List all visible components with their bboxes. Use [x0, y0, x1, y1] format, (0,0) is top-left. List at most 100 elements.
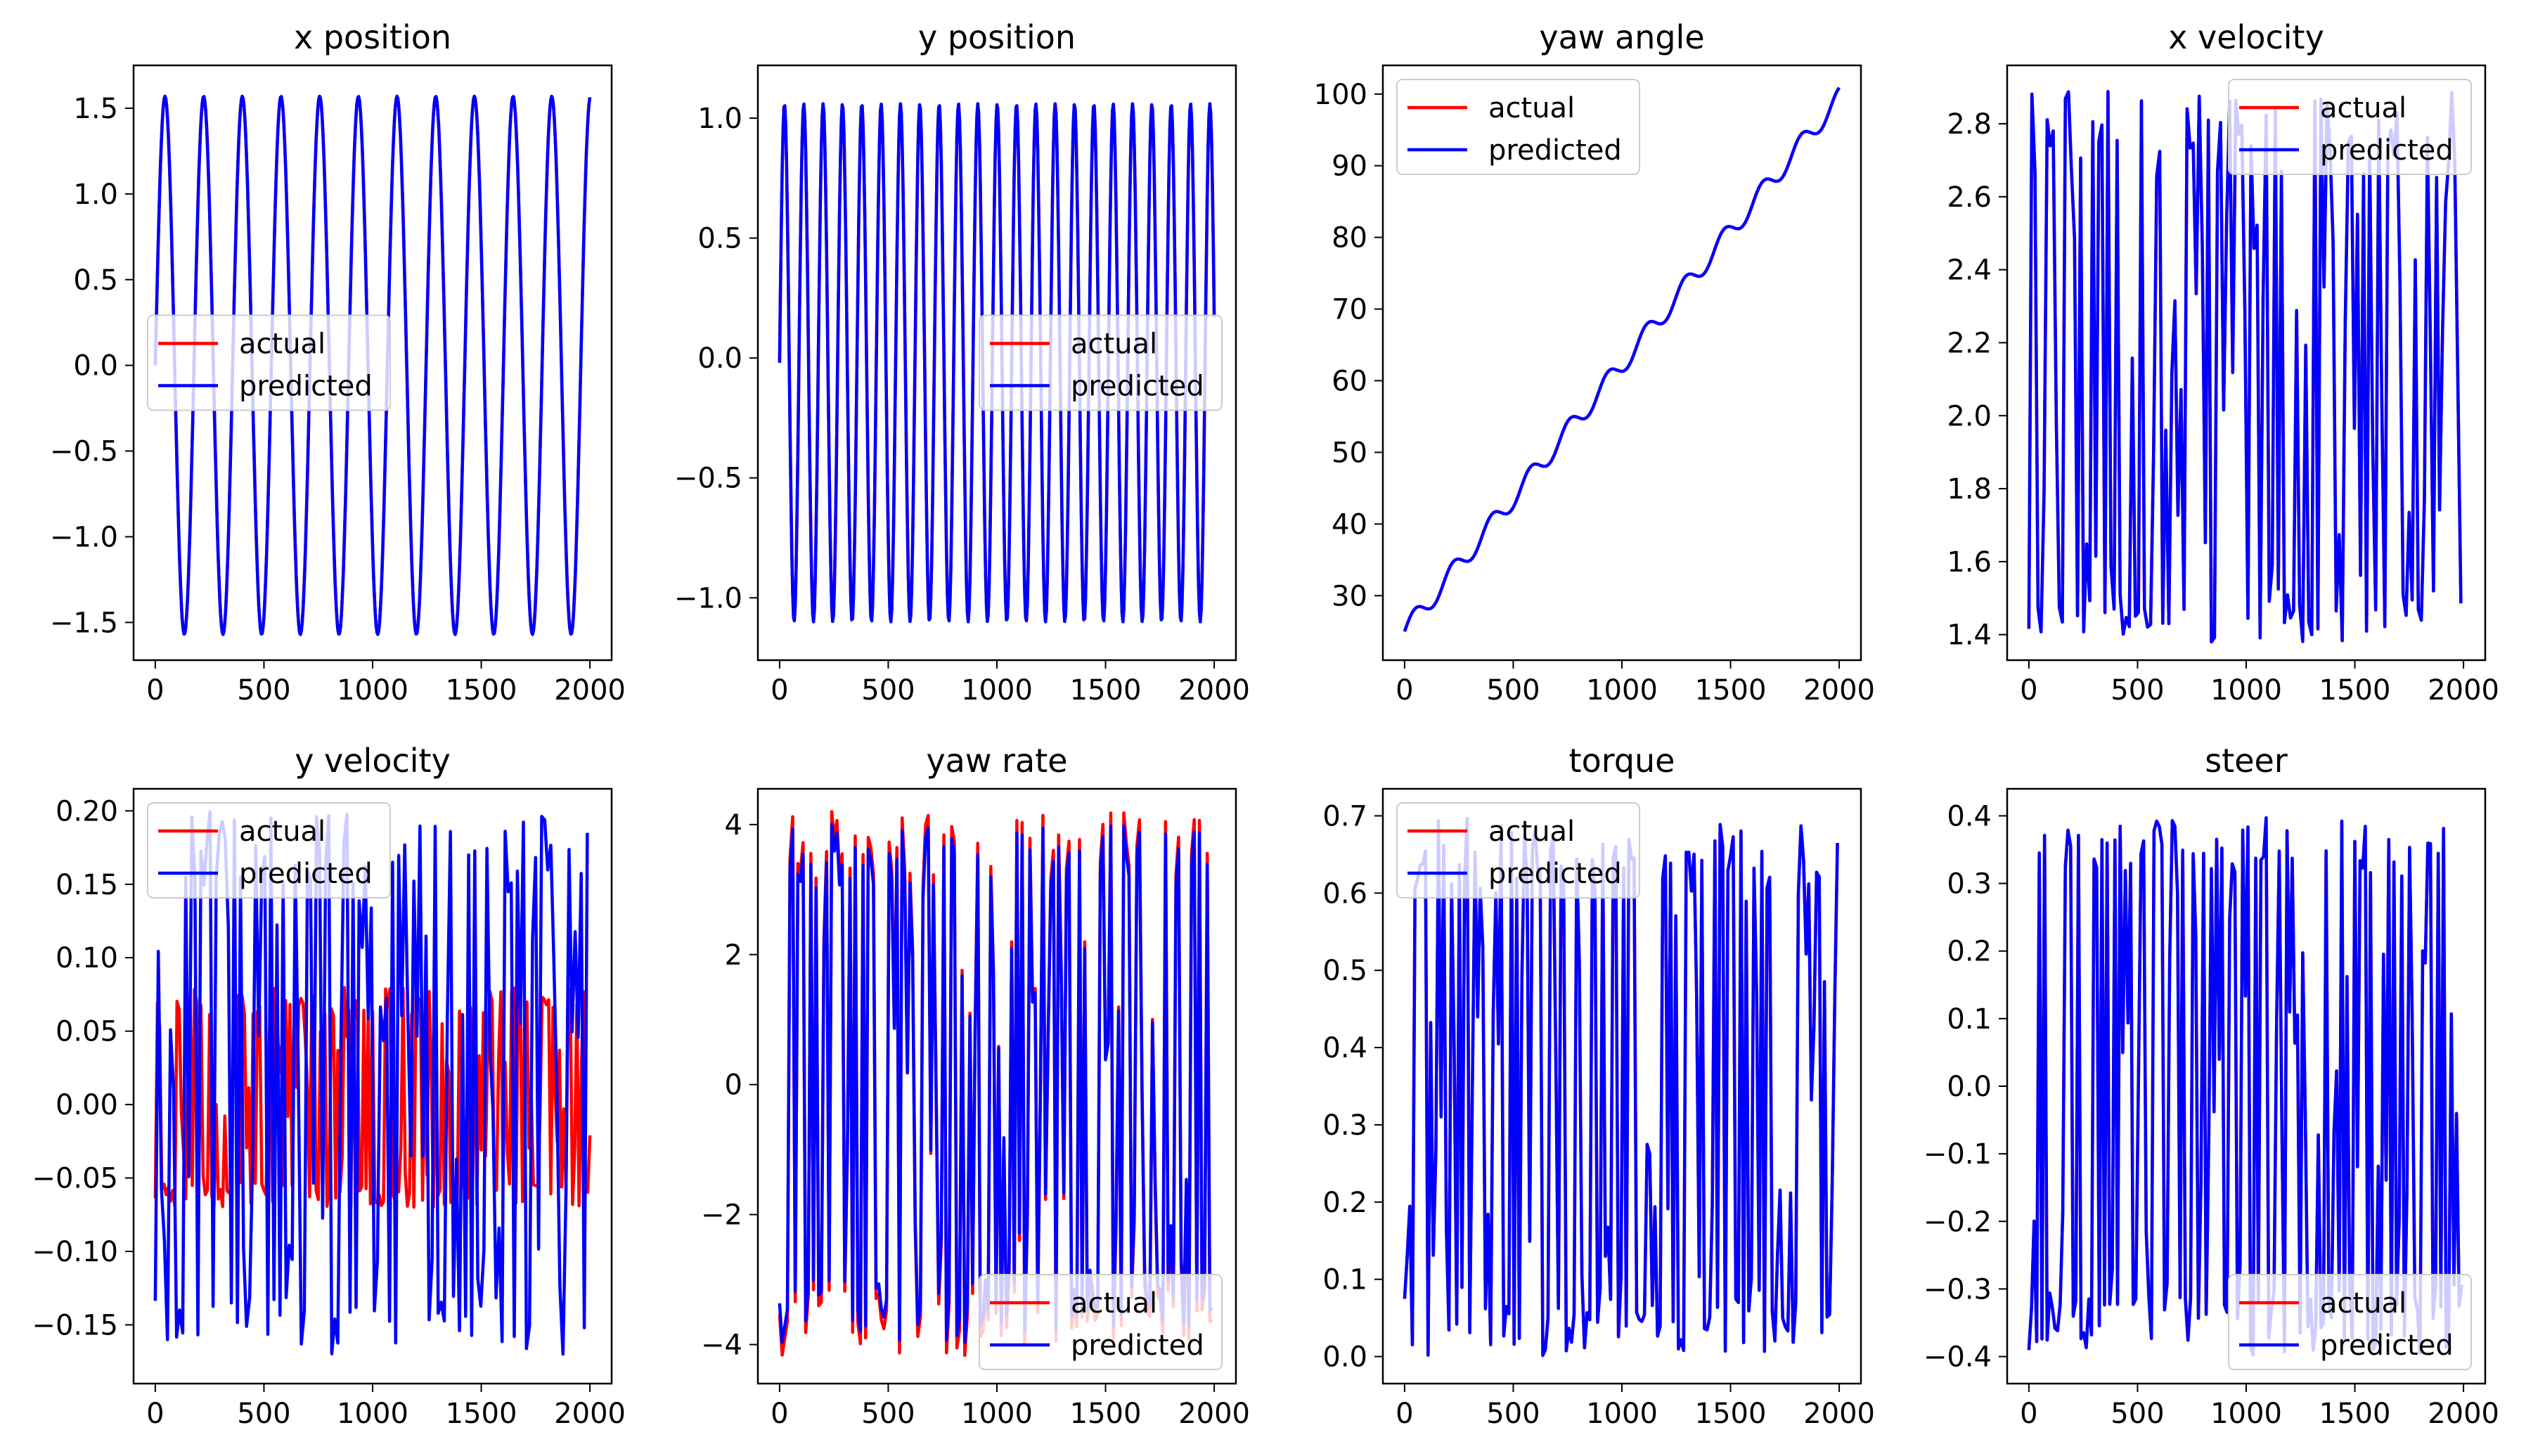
- series-line-predicted: [1403, 817, 1839, 1358]
- series-group: [153, 94, 592, 636]
- x-tick-label: 1500: [446, 674, 517, 707]
- y-tick-label: −2: [701, 1199, 742, 1232]
- x-tick-label: 500: [861, 1398, 915, 1430]
- subplot-title: x velocity: [2168, 18, 2324, 56]
- x-tick-label: 1000: [961, 674, 1033, 707]
- y-tick-label: 40: [1332, 508, 1367, 541]
- y-tick-label: 0.10: [56, 942, 118, 974]
- x-tick-label: 2000: [554, 1398, 626, 1430]
- y-tick-label: −1.0: [50, 521, 118, 553]
- y-tick-label: 2.8: [1947, 108, 1992, 141]
- legend-label: predicted: [1488, 858, 1622, 890]
- y-tick-label: 0.7: [1322, 800, 1367, 832]
- legend-label: predicted: [2320, 134, 2454, 167]
- legend-label: actual: [2320, 92, 2406, 124]
- series-line-predicted: [778, 823, 1213, 1344]
- x-tick-label: 1500: [446, 1398, 517, 1430]
- x-tick-label: 1500: [1695, 674, 1767, 707]
- series-line-predicted: [153, 94, 592, 636]
- y-tick-label: −1.5: [50, 607, 118, 639]
- legend: actual predicted: [2228, 1274, 2472, 1370]
- y-tick-label: 2.0: [1947, 400, 1992, 432]
- x-tick-label: 0: [146, 1398, 164, 1430]
- y-tick-label: 60: [1332, 365, 1367, 397]
- y-tick-label: 30: [1332, 580, 1367, 612]
- x-tick-label: 2000: [1178, 674, 1250, 707]
- x-tick-label: 1000: [1586, 674, 1658, 707]
- y-tick-label: 4: [725, 809, 742, 842]
- y-tick-label: −0.3: [1924, 1273, 1992, 1306]
- series-line-predicted: [778, 102, 1216, 624]
- x-tick-label: 1000: [1586, 1398, 1658, 1430]
- y-tick-label: −0.10: [32, 1236, 118, 1268]
- x-tick-label: 1500: [2319, 674, 2391, 707]
- x-tick-label: 1500: [1695, 1398, 1767, 1430]
- legend: actual predicted: [979, 314, 1223, 411]
- legend-label: predicted: [239, 858, 373, 890]
- y-tick-label: −0.05: [32, 1163, 118, 1195]
- y-tick-label: 0.15: [56, 869, 118, 901]
- y-tick-label: 1.0: [73, 179, 118, 211]
- legend-label: predicted: [1071, 1329, 1204, 1362]
- y-tick-label: 1.5: [73, 93, 118, 125]
- y-tick-label: −0.5: [50, 436, 118, 468]
- y-tick-label: −0.15: [32, 1309, 118, 1341]
- y-tick-label: 2.6: [1947, 181, 1992, 214]
- subplot-title: x position: [294, 18, 451, 56]
- y-tick-label: 100: [1314, 79, 1367, 111]
- y-tick-label: 0.3: [1322, 1109, 1367, 1142]
- y-tick-label: −0.5: [674, 463, 742, 495]
- y-tick-label: 0.0: [697, 342, 742, 375]
- legend-label: actual: [239, 328, 326, 361]
- subplot: yaw angle 0 500 1000 1500 2000 30 40 50 60 70 80 90 1…: [1314, 18, 1875, 707]
- y-tick-label: −1.0: [674, 582, 742, 614]
- y-tick-label: 0.05: [56, 1016, 118, 1048]
- y-tick-label: 1.8: [1947, 473, 1992, 505]
- legend-label: actual: [1488, 816, 1575, 848]
- x-tick-label: 500: [1486, 674, 1540, 707]
- subplot: steer 0 500 1000 1500 2000 −0.4 −0.3 −0.2 −0.1 0.0…: [1924, 742, 2499, 1430]
- y-tick-label: 0.1: [1322, 1264, 1367, 1296]
- x-tick-label: 1500: [1070, 674, 1142, 707]
- y-tick-label: 0.0: [1322, 1341, 1367, 1374]
- y-tick-label: 0.3: [1947, 868, 1992, 901]
- legend: actual predicted: [1396, 802, 1640, 898]
- legend-label: actual: [1488, 92, 1575, 124]
- subplot-title: y velocity: [295, 742, 451, 780]
- y-tick-label: −0.1: [1924, 1138, 1992, 1171]
- y-tick-label: 0.4: [1947, 800, 1992, 832]
- x-tick-label: 1000: [2210, 674, 2282, 707]
- x-tick-label: 2000: [1178, 1398, 1250, 1430]
- x-tick-label: 2000: [1803, 1398, 1875, 1430]
- subplot: torque 0 500 1000 1500 2000 0.0 0.1 0.2 0.3 0.4 0.5…: [1322, 742, 1875, 1430]
- series-group: [1403, 86, 1841, 632]
- subplot-title: yaw rate: [926, 742, 1067, 780]
- subplot: y position 0 500 1000 1500 2000 −1.0 −0.5 0.0 0.5…: [674, 18, 1250, 707]
- legend-label: actual: [2320, 1287, 2406, 1320]
- series-group: [2027, 816, 2463, 1357]
- legend-label: predicted: [239, 371, 373, 403]
- subplot: yaw rate 0 500 1000 1500 2000 −4 −2 0 2 4 actual pre…: [701, 742, 1250, 1430]
- subplot: y velocity 0 500 1000 1500 2000 −0.15 −0.10 −0.0…: [32, 742, 626, 1430]
- legend: actual predicted: [979, 1274, 1223, 1370]
- y-tick-label: 0.0: [73, 350, 118, 382]
- x-tick-label: 500: [861, 674, 915, 707]
- x-tick-label: 500: [237, 674, 290, 707]
- y-tick-label: 2.2: [1947, 327, 1992, 359]
- x-tick-label: 0: [1396, 1398, 1413, 1430]
- y-tick-label: 90: [1332, 150, 1367, 183]
- y-tick-label: 2.4: [1947, 255, 1992, 287]
- y-tick-label: 0.5: [73, 264, 118, 297]
- subplot-title: y position: [918, 18, 1076, 56]
- x-tick-label: 1500: [2319, 1398, 2391, 1430]
- series-group: [778, 810, 1213, 1358]
- subplot: x velocity 0 500 1000 1500 2000 1.4 1.6 1.8 2.0 2.…: [1947, 18, 2499, 707]
- x-tick-label: 1000: [337, 1398, 408, 1430]
- x-tick-label: 2000: [554, 674, 626, 707]
- y-tick-label: 0.20: [56, 795, 118, 827]
- x-tick-label: 2000: [2428, 1398, 2499, 1430]
- x-tick-label: 0: [771, 1398, 788, 1430]
- y-tick-label: 50: [1332, 437, 1367, 469]
